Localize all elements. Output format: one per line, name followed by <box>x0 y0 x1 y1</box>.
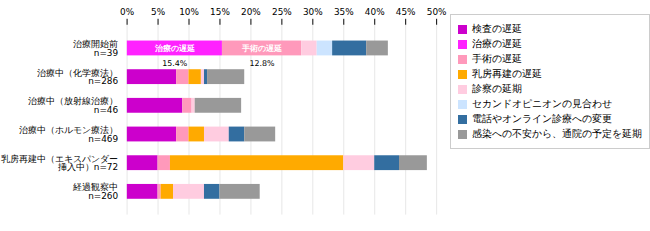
svg-text:25%: 25% <box>272 7 292 17</box>
html-text:電話やオンライン診療への変更: 電話やオンライン診療への変更 <box>472 113 612 124</box>
svg-text:乳房再建中（エキスパンダー挿入中）n=72: 乳房再建中（エキスパンダー挿入中）n=72 <box>1 154 118 173</box>
html-text:セカンドオピニオンの見合わせ: セカンドオピニオンの見合わせ <box>472 98 612 109</box>
svg-text:治療開始前n=39: 治療開始前n=39 <box>73 39 118 58</box>
html-text:治療の遅延: 治療の遅延 <box>472 38 522 49</box>
svg-text:経過観察中n=260: 経過観察中n=260 <box>72 182 118 201</box>
html-text:乳房再建の遅延: 乳房再建の遅延 <box>472 68 542 79</box>
svg-text:治療中（放射線治療）n=46: 治療中（放射線治療）n=46 <box>28 96 118 115</box>
html-text:手術の遅延: 手術の遅延 <box>472 53 522 64</box>
svg-text:15%: 15% <box>210 7 230 17</box>
html-text:検査の遅延: 検査の遅延 <box>472 23 522 34</box>
html-text:感染への不安から、通院の予定を延期: 感染への不安から、通院の予定を延期 <box>472 128 642 139</box>
svg-text:20%: 20% <box>241 7 261 17</box>
svg-text:45%: 45% <box>396 7 416 17</box>
svg-text:治療の遅延: 治療の遅延 <box>154 44 195 53</box>
svg-text:0%: 0% <box>120 7 134 17</box>
svg-text:15.4%: 15.4% <box>162 59 188 68</box>
svg-text:治療中（ホルモン療法）n=469: 治療中（ホルモン療法）n=469 <box>19 125 118 144</box>
svg-text:治療中（化学療法）n=286: 治療中（化学療法）n=286 <box>37 68 118 87</box>
svg-text:5%: 5% <box>151 7 165 17</box>
svg-text:35%: 35% <box>334 7 354 17</box>
svg-text:30%: 30% <box>303 7 323 17</box>
svg-text:50%: 50% <box>427 7 447 17</box>
svg-text:40%: 40% <box>365 7 385 17</box>
svg-text:手術の遅延: 手術の遅延 <box>241 44 282 53</box>
svg-text:12.8%: 12.8% <box>249 59 275 68</box>
svg-text:10%: 10% <box>179 7 199 17</box>
html-text:診察の延期: 診察の延期 <box>472 83 522 94</box>
